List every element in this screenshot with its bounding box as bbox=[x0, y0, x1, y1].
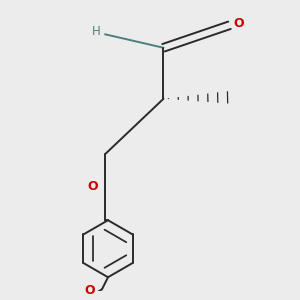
Text: O: O bbox=[233, 17, 244, 30]
Text: H: H bbox=[92, 26, 100, 38]
Text: O: O bbox=[85, 284, 95, 297]
Text: O: O bbox=[88, 180, 98, 193]
